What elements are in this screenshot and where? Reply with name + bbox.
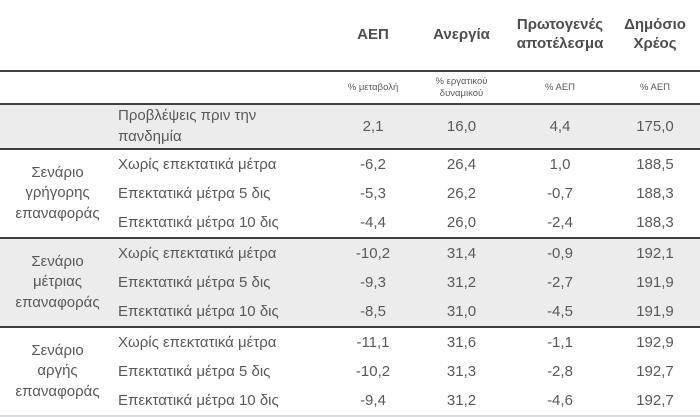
unit-spacer-2 xyxy=(115,70,333,105)
measure-label: Επεκτατικά μέτρα 5 δις xyxy=(115,268,333,297)
value-cell: 26,0 xyxy=(446,214,477,231)
scenario-label-2: Σενάριο αργής επαναφοράς xyxy=(0,326,115,416)
baseline-value-1: 16,0 xyxy=(413,104,510,150)
value-cell: -4,6 xyxy=(547,392,573,409)
value-cell: -2,7 xyxy=(510,268,610,297)
value-cell: 31,2 xyxy=(413,268,510,297)
measure-label: Χωρίς επεκτατικά μέτρα xyxy=(115,237,333,268)
value-cell: -8,5 xyxy=(333,297,413,327)
baseline-label-cell: Προβλέψεις πριν την πανδημία xyxy=(115,104,333,150)
value-cell: -6,2 xyxy=(333,148,413,179)
measure-label: Επεκτατικά μέτρα 5 δις xyxy=(118,363,271,380)
measure-label: Χωρίς επεκτατικά μέτρα xyxy=(115,148,333,179)
value-cell: 31,0 xyxy=(413,297,510,327)
value-cell: -10,2 xyxy=(333,237,413,268)
column-unit-1: % εργατικού δυναμικού xyxy=(413,70,510,105)
scenario-row: Σενάριο αργής επαναφοράς Χωρίς επεκτατικά… xyxy=(0,326,700,416)
header-row: ΑΕΠ Ανεργία Πρωτογενές αποτέλεσμα Δημόσιο Χ… xyxy=(0,0,700,71)
table-body: Προβλέψεις πριν την πανδημία 2,1 16,0 4,4 17… xyxy=(0,104,700,416)
baseline-value-2: 4,4 xyxy=(510,104,610,150)
value-cell: 1,0 xyxy=(510,148,610,179)
column-header-0: ΑΕΠ xyxy=(357,25,389,43)
unit-spacer-1 xyxy=(0,70,115,105)
value-cell: -10,2 xyxy=(355,363,391,380)
scenario-row: Επεκτατικά μέτρα 5 δις -9,3 31,2 -2,7 191,9 xyxy=(0,268,700,297)
value-cell: 191,9 xyxy=(610,297,700,327)
value-cell: -2,8 xyxy=(547,363,573,380)
value-cell: -4,4 xyxy=(360,214,386,231)
baseline-scenario-cell xyxy=(0,104,115,150)
measure-label: Επεκτατικά μέτρα 10 δις xyxy=(118,392,279,409)
value-cell: -11,1 xyxy=(333,326,413,357)
scenario-row: Επεκτατικά μέτρα 10 δις -9,4 31,2 -4,6 192,7 xyxy=(0,386,700,416)
value-cell: 192,7 xyxy=(636,363,674,380)
value-cell: -0,9 xyxy=(510,237,610,268)
column-header-3: Δημόσιο Χρέος xyxy=(624,16,686,52)
column-header-1: Ανεργία xyxy=(433,25,490,43)
column-header-2: Πρωτογενές αποτέλεσμα xyxy=(516,16,604,52)
scenario-label-text: Σενάριο γρήγορης επαναφοράς xyxy=(15,164,100,222)
table-head: ΑΕΠ Ανεργία Πρωτογενές αποτέλεσμα Δημόσιο Χ… xyxy=(0,0,700,105)
scenario-row: Επεκτατικά μέτρα 10 δις -8,5 31,0 -4,5 191,9 xyxy=(0,297,700,327)
scenario-label-1: Σενάριο μέτριας επαναφοράς xyxy=(0,237,115,327)
scenario-row: Σενάριο γρήγορης επαναφοράς Χωρίς επεκτατ… xyxy=(0,148,700,238)
value-cell: 191,9 xyxy=(610,268,700,297)
measure-label: Χωρίς επεκτατικά μέτρα xyxy=(115,326,333,357)
value-cell: 31,2 xyxy=(446,392,477,409)
value-cell: 26,4 xyxy=(413,148,510,179)
baseline-value-0: 2,1 xyxy=(333,104,413,150)
column-unit-3: % ΑΕΠ xyxy=(610,70,700,105)
scenario-label-text: Σενάριο μέτριας επαναφοράς xyxy=(15,253,100,311)
scenario-label-0: Σενάριο γρήγορης επαναφοράς xyxy=(0,148,115,238)
value-cell: -9,4 xyxy=(360,392,386,409)
value-cell: 26,2 xyxy=(446,185,477,202)
baseline-label: Προβλέψεις πριν την πανδημία xyxy=(118,107,257,145)
scenario-row: Σενάριο μέτριας επαναφοράς Χωρίς επεκτατι… xyxy=(0,237,700,327)
measure-label: Επεκτατικά μέτρα 10 δις xyxy=(115,297,333,327)
value-cell: -2,4 xyxy=(547,214,573,231)
column-unit-0: % μεταβολή xyxy=(333,70,413,105)
baseline-row: Προβλέψεις πριν την πανδημία 2,1 16,0 4,4 17… xyxy=(0,104,700,150)
value-cell: 188,5 xyxy=(610,148,700,179)
value-cell: -5,3 xyxy=(360,185,386,202)
value-cell: -1,1 xyxy=(510,326,610,357)
measure-column-spacer xyxy=(115,0,333,71)
value-cell: 31,3 xyxy=(446,363,477,380)
measure-label: Επεκτατικά μέτρα 10 δις xyxy=(118,214,279,231)
value-cell: -4,5 xyxy=(510,297,610,327)
value-cell: -9,3 xyxy=(333,268,413,297)
column-unit-2: % ΑΕΠ xyxy=(510,70,610,105)
value-cell: 188,3 xyxy=(636,185,674,202)
scenario-row: Επεκτατικά μέτρα 5 δις -10,2 31,3 -2,8 192,7 xyxy=(0,357,700,386)
measure-label: Επεκτατικά μέτρα 5 δις xyxy=(118,185,271,202)
scenario-row: Επεκτατικά μέτρα 5 δις -5,3 26,2 -0,7 188,3 xyxy=(0,179,700,208)
baseline-value-3: 175,0 xyxy=(610,104,700,150)
unit-row: % μεταβολή% εργατικού δυναμικού% ΑΕΠ% ΑΕ… xyxy=(0,70,700,105)
scenario-column-spacer xyxy=(0,0,115,71)
value-cell: 192,7 xyxy=(636,392,674,409)
value-cell: 31,4 xyxy=(413,237,510,268)
value-cell: 188,3 xyxy=(636,214,674,231)
value-cell: 192,9 xyxy=(610,326,700,357)
value-cell: -0,7 xyxy=(547,185,573,202)
scenario-row: Επεκτατικά μέτρα 10 δις -4,4 26,0 -2,4 188,3 xyxy=(0,208,700,238)
scenario-label-text: Σενάριο αργής επαναφοράς xyxy=(15,342,100,400)
value-cell: 31,6 xyxy=(413,326,510,357)
value-cell: 192,1 xyxy=(610,237,700,268)
